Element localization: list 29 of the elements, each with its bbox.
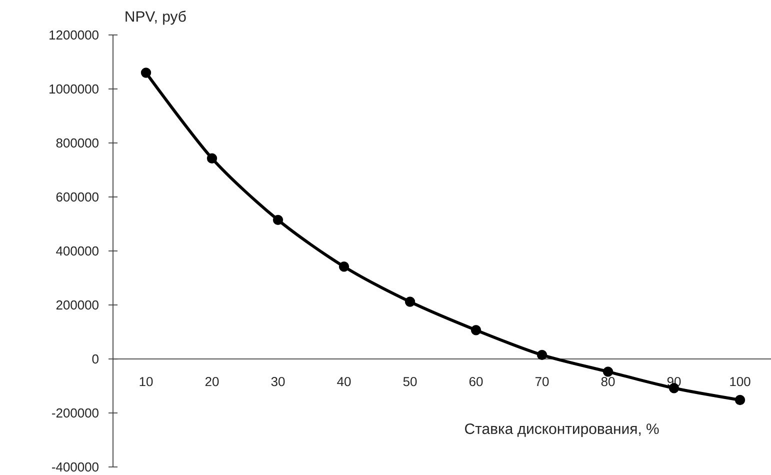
point [602,366,614,377]
point [734,394,746,406]
x-tick-label: 60 [469,377,483,386]
y-axis-title: NPV, руб [126,10,186,25]
y-tick-label: -400000 [52,462,98,472]
y-tick-label: -200000 [52,408,98,418]
x-tick-label: 40 [337,377,351,386]
x-tick-label: 100 [730,377,750,386]
x-tick-label: 30 [271,377,285,386]
point [404,296,416,307]
x-tick-label: 20 [205,377,219,386]
x-tick-label: 10 [140,377,153,386]
point [206,153,218,164]
y-tick-label: 800000 [56,138,98,148]
x-tick-label: 70 [535,377,549,386]
point [536,350,548,360]
point [470,324,482,336]
y-tick-label: 0 [92,354,98,364]
y-tick-label: 400000 [56,246,98,256]
point [140,68,152,78]
y-tick-label: 600000 [56,192,98,202]
y-tick-label: 1200000 [50,30,98,40]
y-tick-label: 1000000 [50,84,98,94]
x-tick-label: 50 [403,377,417,386]
point [338,262,350,272]
x-axis-title: Ставка дисконтирования, % [465,423,659,438]
y-tick-label: 200000 [56,300,98,310]
x-tick-label: 80 [601,377,615,386]
point [272,214,284,226]
